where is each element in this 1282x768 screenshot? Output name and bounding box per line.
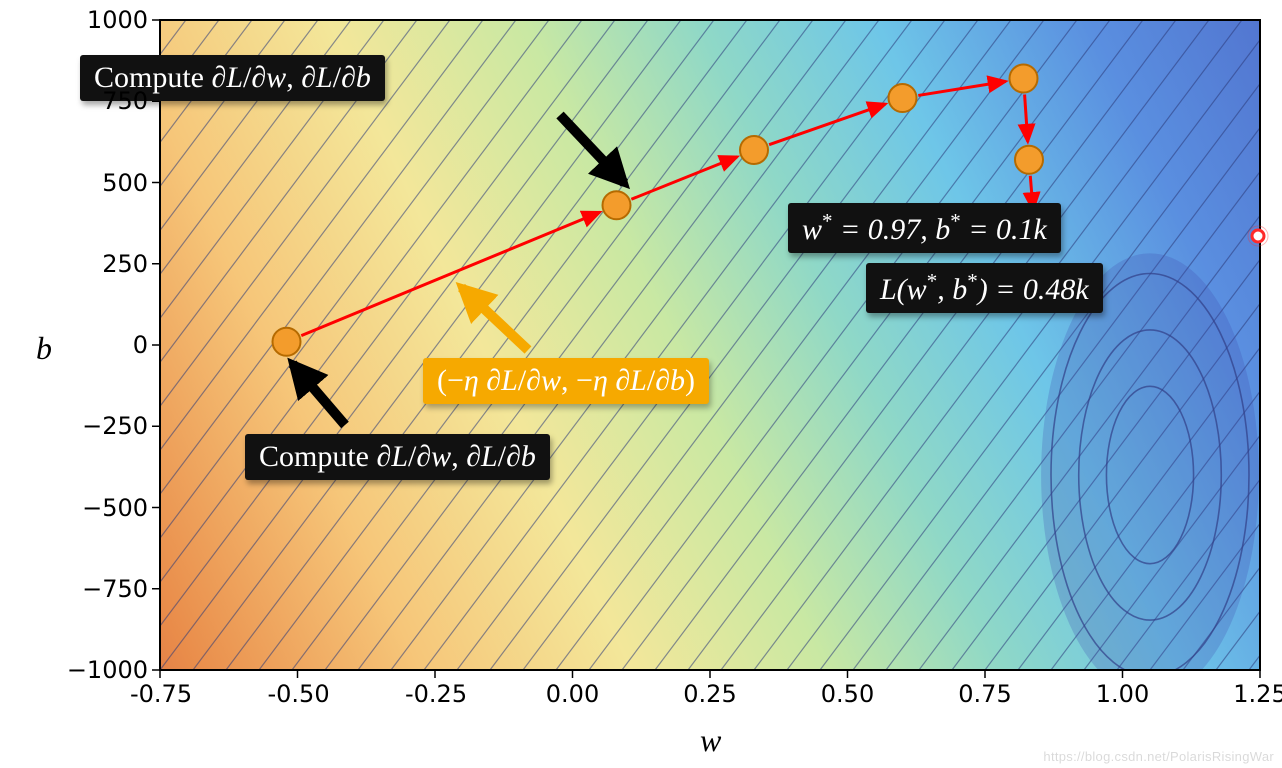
callout-update-rule: (−η ∂L/∂w, −η ∂L/∂b) (423, 358, 709, 404)
x-tick-label: -0.75 (130, 680, 190, 708)
y-tick-label: −250 (82, 412, 148, 440)
x-tick-label: 1.25 (1230, 680, 1282, 708)
y-tick-label: 750 (102, 87, 148, 115)
red-ring-marker (1252, 230, 1264, 242)
y-tick-label: 0 (133, 331, 148, 359)
path-marker (740, 136, 768, 164)
path-marker (603, 191, 631, 219)
y-tick-label: 1000 (87, 6, 148, 34)
y-tick-label: 250 (102, 250, 148, 278)
watermark: https://blog.csdn.net/PolarisRisingWar (1043, 749, 1274, 764)
x-tick-label: 0.75 (955, 680, 1015, 708)
x-tick-label: 1.00 (1093, 680, 1153, 708)
x-tick-label: 0.50 (818, 680, 878, 708)
y-tick-label: −500 (82, 494, 148, 522)
path-marker (889, 84, 917, 112)
y-tick-label: −750 (82, 575, 148, 603)
x-tick-label: -0.50 (268, 680, 328, 708)
x-tick-label: 0.00 (543, 680, 603, 708)
callout-optimum-loss: L(w*, b*) = 0.48k (866, 263, 1103, 313)
x-tick-label: 0.25 (680, 680, 740, 708)
x-axis-label: w (700, 722, 721, 759)
y-axis-label: b (36, 330, 52, 367)
path-marker (1015, 146, 1043, 174)
callout-optimum-wb: w* = 0.97, b* = 0.1k (788, 203, 1061, 253)
x-tick-label: -0.25 (405, 680, 465, 708)
path-marker (1010, 65, 1038, 93)
y-tick-label: 500 (102, 169, 148, 197)
y-tick-label: −1000 (67, 656, 148, 684)
path-marker (273, 328, 301, 356)
callout-compute-bottom: Compute ∂L/∂w, ∂L/∂b (245, 434, 550, 480)
